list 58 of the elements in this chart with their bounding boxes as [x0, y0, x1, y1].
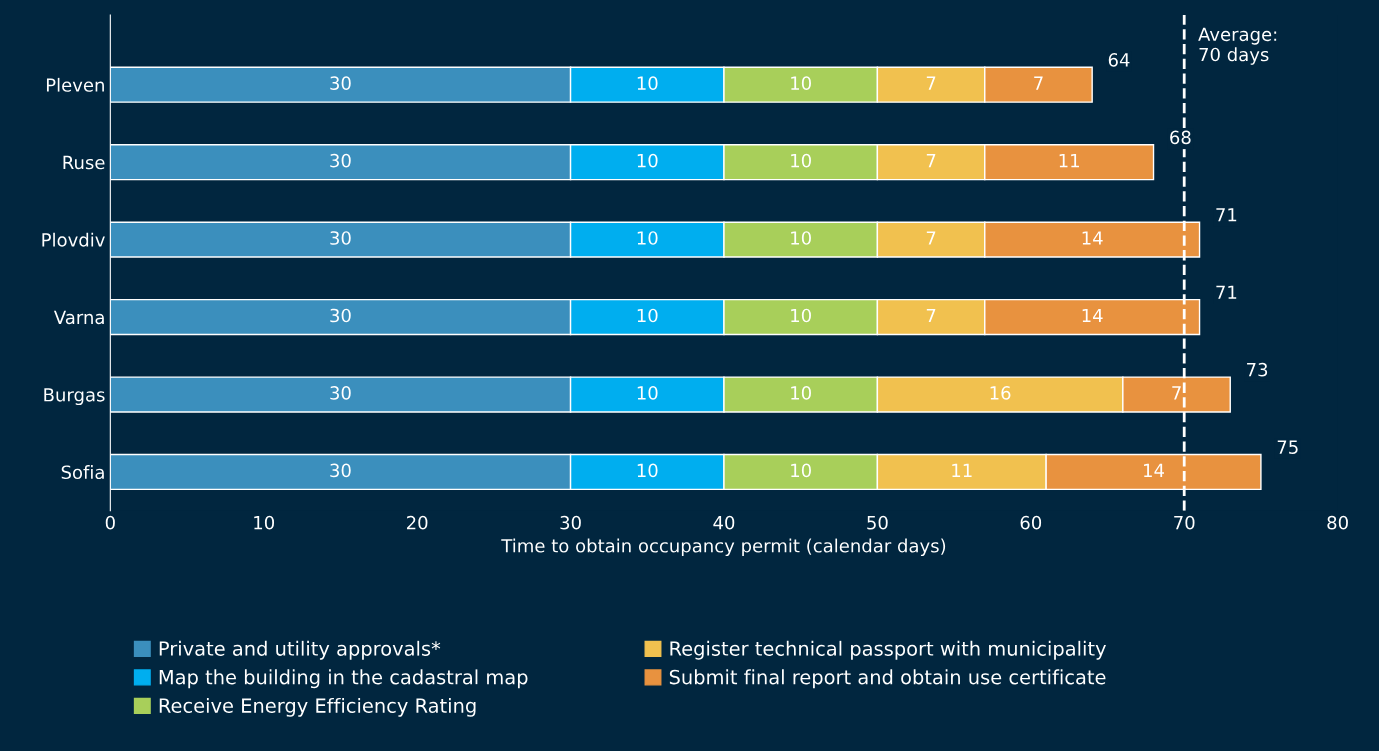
total-label: 68	[1170, 130, 1191, 145]
x-tick-label: 50	[867, 515, 888, 530]
data-label: 14	[1144, 463, 1165, 477]
data-label: 14	[1082, 231, 1103, 245]
x-tick-label: 40	[713, 515, 735, 530]
data-label: 10	[637, 76, 658, 90]
total-label: 71	[1216, 208, 1237, 222]
legend-label: Register technical passport with municipality	[670, 640, 1106, 660]
data-label: 30	[330, 231, 351, 245]
y-tick-label: Pleven	[46, 77, 104, 92]
data-label: 7	[926, 76, 936, 90]
legend-label: Receive Energy Efficiency Rating	[159, 697, 476, 717]
legend-label: Map the building in the cadastral map	[159, 669, 528, 689]
legend-label: Submit final report and obtain use certificate	[669, 669, 1106, 689]
data-label: 10	[791, 231, 811, 245]
total-label: 75	[1277, 440, 1298, 454]
y-tick-label: Plovdiv	[42, 232, 105, 247]
data-label: 30	[330, 153, 351, 168]
data-label: 10	[791, 463, 811, 478]
data-label: 30	[330, 463, 351, 478]
y-tick-label: Ruse	[63, 155, 105, 170]
data-label: 10	[637, 153, 658, 168]
data-label: 7	[926, 153, 936, 168]
x-tick-label: 0	[105, 515, 115, 530]
data-label: 14	[1082, 308, 1103, 323]
data-label: 11	[952, 463, 972, 477]
data-label: 30	[330, 76, 351, 90]
x-tick-label: 20	[406, 515, 428, 530]
data-label: 16	[990, 386, 1011, 400]
legend-label: Private and utility approvals*	[159, 640, 441, 660]
data-label: 10	[791, 308, 811, 323]
ref-line-label: Average: 70 days	[1198, 27, 1277, 65]
x-tick-label: 30	[560, 515, 581, 530]
data-label: 10	[637, 308, 658, 323]
data-label: 7	[926, 308, 936, 323]
y-tick-label: Sofia	[61, 465, 104, 480]
total-label: 73	[1247, 362, 1268, 377]
data-label: 10	[637, 463, 658, 478]
y-tick-label: Burgas	[44, 388, 105, 406]
total-label: 71	[1216, 285, 1237, 299]
data-label: 10	[637, 386, 658, 400]
x-tick-label: 60	[1020, 515, 1042, 530]
x-tick-label: 80	[1327, 515, 1348, 530]
data-label: 30	[330, 386, 351, 400]
data-label: 30	[330, 308, 351, 323]
data-label: 10	[791, 153, 811, 168]
data-label: 7	[1034, 76, 1043, 90]
data-label: 7	[926, 231, 936, 245]
data-label: 11	[1059, 153, 1079, 168]
y-tick-label: Varna	[53, 310, 104, 325]
x-tick-label: 10	[254, 515, 275, 530]
data-label: 10	[791, 76, 811, 90]
data-label: 10	[637, 231, 658, 245]
x-axis-title: Time to obtain occupancy permit (calendar days)	[501, 538, 946, 557]
x-tick-label: 70	[1174, 515, 1195, 530]
data-label: 10	[791, 386, 811, 400]
total-label: 64	[1108, 53, 1130, 67]
data-label: 7	[1172, 386, 1181, 400]
